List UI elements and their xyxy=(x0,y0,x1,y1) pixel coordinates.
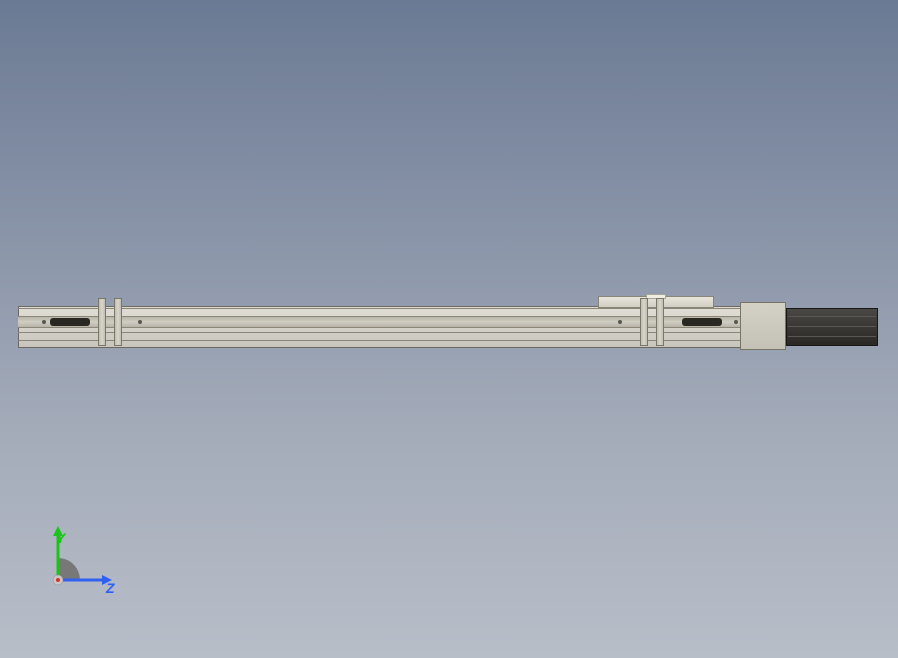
motor-detail-line xyxy=(788,336,876,337)
rail-detail-line xyxy=(18,332,786,333)
mounting-bracket xyxy=(98,298,106,346)
cad-3d-viewport[interactable]: Y Z xyxy=(0,0,898,658)
z-axis-label: Z xyxy=(106,580,115,596)
stepper-motor xyxy=(786,308,878,346)
rail-groove xyxy=(18,316,786,328)
end-mount-block xyxy=(740,302,786,350)
sensor-slot xyxy=(682,318,722,326)
mount-hole xyxy=(138,320,142,324)
mounting-bracket xyxy=(114,298,122,346)
rail-detail-line xyxy=(18,308,786,309)
rail-detail-line xyxy=(18,340,786,341)
sensor-slot xyxy=(50,318,90,326)
motor-detail-line xyxy=(788,326,876,327)
mounting-bracket xyxy=(640,298,648,346)
mount-hole xyxy=(42,320,46,324)
mount-hole xyxy=(734,320,738,324)
mounting-bracket xyxy=(656,298,664,346)
motor-detail-line xyxy=(788,316,876,317)
linear-rail-model[interactable] xyxy=(18,296,880,356)
mount-hole xyxy=(618,320,622,324)
x-axis-dot xyxy=(56,578,60,582)
y-axis-label: Y xyxy=(56,530,65,546)
